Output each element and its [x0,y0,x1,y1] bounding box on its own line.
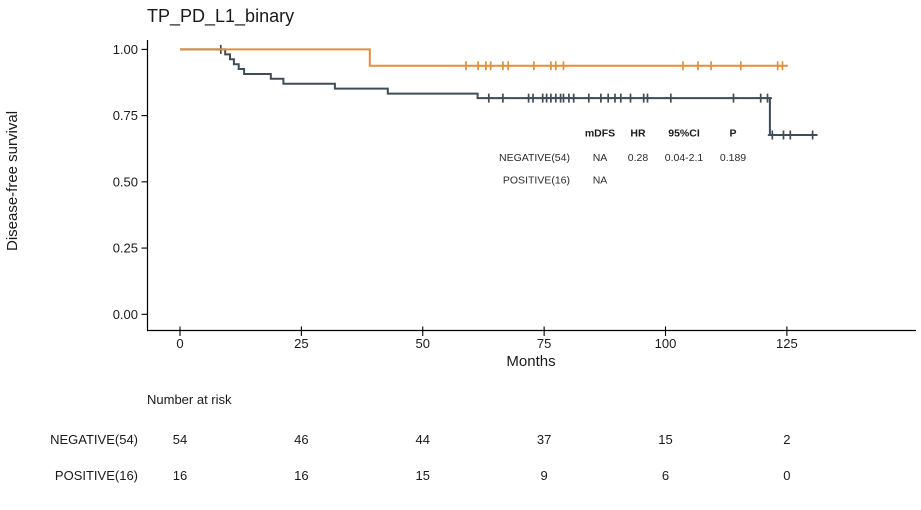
plot-title: TP_PD_L1_binary [147,6,294,27]
generated-chart-layer: 0 25 50 75 100 125 0.00 0.25 0.50 0.75 1.00 mDFS HR 9… [50,40,916,483]
risk-count: 16 [173,468,187,483]
censor-mark-negative [569,93,579,103]
censor-mark-positive [529,61,539,71]
censor-mark-negative [785,130,795,140]
x-tick-label: 0 [176,336,183,351]
stats-cell: 0.28 [628,152,649,164]
risk-count: 16 [294,468,308,483]
survival-curve-negative [180,48,818,136]
risk-count: 15 [416,468,430,483]
censor-mark-negative [584,93,594,103]
censor-mark-negative [729,93,738,103]
censor-mark-negative [484,93,494,103]
censor-mark-negative [666,93,676,103]
censor-mark-positive [706,61,716,71]
x-tick-label: 50 [416,336,430,351]
censor-mark-negative [626,93,635,103]
risk-count: 46 [294,432,308,447]
stats-row-label: NEGATIVE(54) [499,152,570,164]
stats-cell: NA [593,152,608,164]
censor-mark-positive [559,61,568,71]
censor-mark-positive [551,61,561,71]
x-tick-label: 75 [537,336,551,351]
censor-mark-positive [461,61,471,71]
risk-row-label-negative: NEGATIVE(54) [50,432,138,447]
censor-mark-negative [643,93,652,103]
censor-mark-positive [473,61,483,71]
y-axis-title: Disease-free survival [4,111,21,251]
risk-count: 37 [537,432,551,447]
risk-count: 9 [541,468,548,483]
censor-mark-negative [616,93,626,103]
y-tick-label: 0.25 [113,241,138,256]
x-axis-title: Months [506,353,555,370]
stats-header-p: P [729,128,736,140]
stats-row-label: POSITIVE(16) [503,175,570,187]
risk-row-label-positive: POSITIVE(16) [55,468,138,483]
censor-mark-positive [693,61,703,71]
censor-mark-negative [528,93,538,103]
censor-mark-negative [767,130,777,140]
censor-mark-negative [498,93,508,103]
censor-mark-positive [778,61,787,71]
x-tick-label: 100 [655,336,677,351]
y-tick-label: 0.00 [113,307,138,322]
risk-count: 0 [783,468,790,483]
risk-table-header: Number at risk [147,392,232,407]
stats-cell: 0.189 [720,152,746,164]
stats-header-95%ci: 95%CI [668,128,700,140]
stats-cell: 0.04-2.1 [665,152,704,164]
risk-count: 15 [658,432,672,447]
censor-mark-positive [678,61,688,71]
stats-header-hr: HR [630,128,646,140]
risk-count: 2 [783,432,790,447]
risk-count: 6 [662,468,669,483]
risk-count: 54 [173,432,187,447]
y-tick-label: 0.50 [113,174,138,189]
censor-mark-negative [808,130,818,140]
censor-mark-positive [736,61,746,71]
x-tick-label: 25 [294,336,308,351]
stats-cell: NA [593,175,608,187]
y-tick-label: 0.75 [113,108,138,123]
y-tick-label: 1.00 [113,42,138,57]
censor-mark-negative [763,93,772,103]
risk-count: 44 [416,432,430,447]
censor-mark-positive [503,61,513,71]
survival-curve-positive [180,48,788,67]
x-tick-label: 125 [776,336,798,351]
stats-header-mdfs: mDFS [585,128,615,140]
censor-mark-positive [486,61,496,71]
